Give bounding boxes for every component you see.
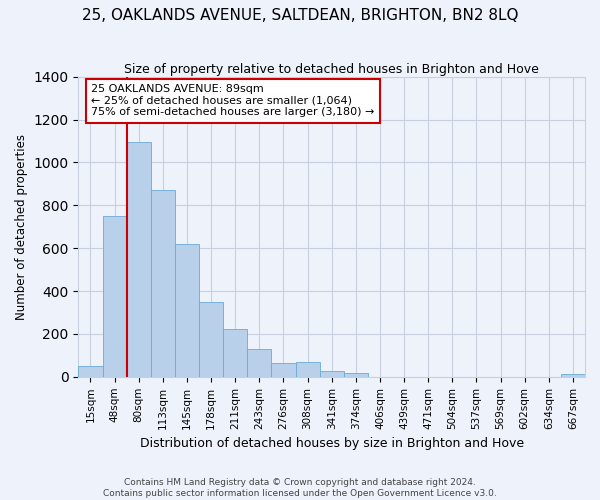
Text: Contains HM Land Registry data © Crown copyright and database right 2024.
Contai: Contains HM Land Registry data © Crown c… [103, 478, 497, 498]
Bar [199, 302, 223, 377]
Text: 25 OAKLANDS AVENUE: 89sqm
← 25% of detached houses are smaller (1,064)
75% of se: 25 OAKLANDS AVENUE: 89sqm ← 25% of detac… [91, 84, 374, 117]
Bar [175, 244, 199, 377]
Bar [151, 190, 175, 377]
Bar [320, 372, 344, 377]
Title: Size of property relative to detached houses in Brighton and Hove: Size of property relative to detached ho… [124, 62, 539, 76]
Bar [79, 366, 103, 377]
Bar [127, 142, 151, 377]
X-axis label: Distribution of detached houses by size in Brighton and Hove: Distribution of detached houses by size … [140, 437, 524, 450]
Text: 25, OAKLANDS AVENUE, SALTDEAN, BRIGHTON, BN2 8LQ: 25, OAKLANDS AVENUE, SALTDEAN, BRIGHTON,… [82, 8, 518, 22]
Bar [247, 349, 271, 377]
Y-axis label: Number of detached properties: Number of detached properties [15, 134, 28, 320]
Bar [561, 374, 585, 377]
Bar [344, 372, 368, 377]
Bar [103, 216, 127, 377]
Bar [296, 362, 320, 377]
Bar [223, 328, 247, 377]
Bar [271, 363, 296, 377]
